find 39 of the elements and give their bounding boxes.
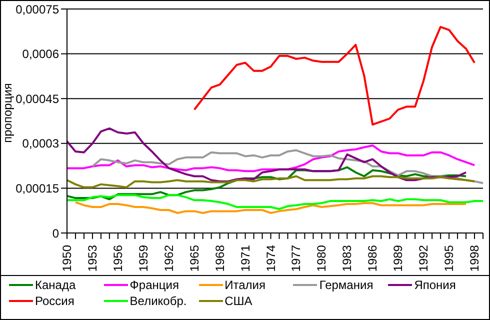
line-series <box>66 127 468 182</box>
legend-label: Канада <box>35 278 76 292</box>
x-tick-label: 1989 <box>391 244 406 272</box>
line-series <box>193 26 476 126</box>
x-tick-label: 1968 <box>212 244 227 272</box>
line-series <box>66 194 484 210</box>
y-tick-label: 0,00015 <box>16 181 60 196</box>
x-tick-label: 1998 <box>468 244 482 272</box>
x-tick-label: 1962 <box>162 244 176 272</box>
x-tick-label: 1995 <box>442 244 456 272</box>
x-tick-label: 1986 <box>366 244 380 272</box>
legend-label: Франция <box>130 278 179 292</box>
x-tick-label: 1959 <box>136 244 150 272</box>
y-tick-label: 0,0006 <box>22 47 60 62</box>
y-tick-label: 0,00045 <box>16 92 60 106</box>
legend-label: Германия <box>319 278 374 292</box>
x-tick-label: 1953 <box>85 244 100 272</box>
y-tick-label: 0,0003 <box>22 136 60 151</box>
line-series <box>74 201 468 214</box>
legend-label: Япония <box>414 278 456 292</box>
legend-label: Россия <box>35 294 74 308</box>
x-tick-label: 1980 <box>314 244 329 272</box>
x-tick-label: 1950 <box>60 244 74 272</box>
x-tick-label: 1974 <box>264 244 278 272</box>
x-tick-label: 1971 <box>238 244 252 272</box>
x-tick-label: 1992 <box>416 244 431 272</box>
x-tick-label: 1977 <box>289 244 304 272</box>
line-series <box>91 149 484 184</box>
x-tick-label: 1965 <box>187 244 202 272</box>
x-tick-label: 1983 <box>340 244 354 272</box>
line-series <box>66 175 476 188</box>
legend-label: США <box>224 294 252 308</box>
y-tick-label: 0 <box>52 226 60 240</box>
line-series <box>66 144 476 172</box>
x-tick-label: 1956 <box>110 244 125 272</box>
legend-label: Великобр. <box>130 294 187 308</box>
y-tick-label: 0,00075 <box>16 2 60 16</box>
y-axis-title: пропорция <box>0 83 14 143</box>
legend-label: Италия <box>224 278 266 292</box>
